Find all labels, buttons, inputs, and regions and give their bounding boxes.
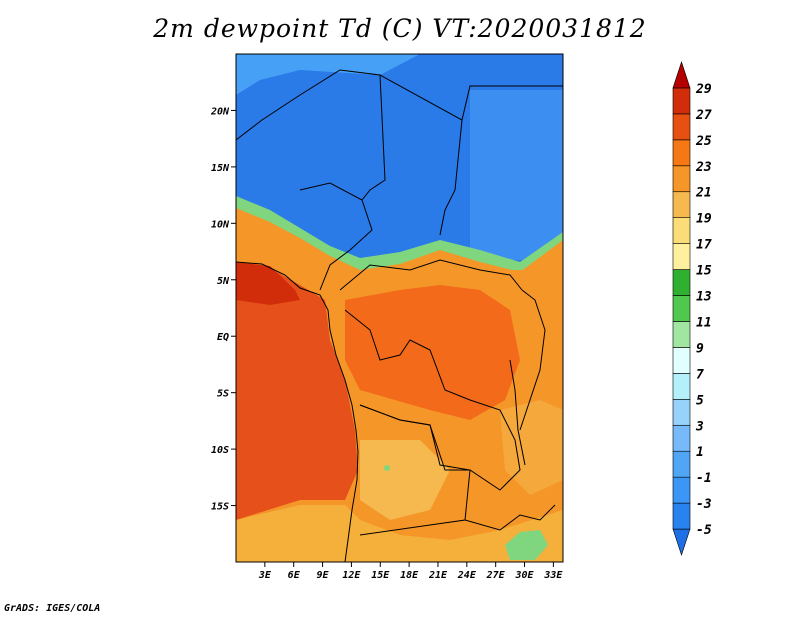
colorbar-swatch — [672, 373, 691, 400]
colorbar-label: 27 — [695, 108, 712, 123]
border-east — [519, 289, 546, 431]
y-tick-label: 20N — [210, 106, 230, 117]
border-angola — [359, 404, 471, 536]
dewpoint-field — [236, 54, 563, 562]
colorbar-label: 11 — [696, 315, 712, 330]
colorbar-label: -3 — [696, 497, 712, 512]
y-tick-label: 5N — [217, 276, 230, 287]
y-tick-label: 15N — [211, 163, 230, 174]
y-tick-label: 10S — [211, 445, 229, 456]
field-east-highlands — [500, 400, 563, 495]
field-gulf-dark — [236, 262, 300, 305]
x-tick-label: 6E — [288, 570, 301, 581]
border-sahara — [236, 69, 386, 201]
y-tick-label: 15S — [211, 502, 229, 513]
field-dry-north-light — [470, 90, 563, 260]
country-borders — [236, 69, 563, 562]
y-axis: 20N 15N 10N 5N EQ 5S 10S 15S — [210, 106, 236, 513]
colorbar-swatch — [672, 295, 691, 322]
border-nigeria — [299, 182, 373, 291]
colorbar-swatch — [672, 450, 691, 478]
colorbar-swatch — [672, 139, 691, 167]
x-tick-label: 9E — [317, 570, 330, 581]
border-lakes — [509, 359, 526, 466]
field-green-spot — [384, 465, 390, 471]
colorbar-swatch — [672, 347, 691, 374]
colorbar-swatch — [672, 165, 691, 193]
border-sudan-east — [461, 85, 563, 121]
y-tick-label: EQ — [217, 332, 229, 343]
field-congo-basin — [345, 285, 520, 420]
colorbar-swatch — [672, 399, 691, 426]
border-car — [339, 259, 523, 291]
colorbar-label: 7 — [696, 367, 704, 382]
colorbar-label: 5 — [696, 393, 704, 408]
page-title: 2m dewpoint Td (C) VT:2020031812 — [153, 14, 647, 43]
colorbar-label: 19 — [696, 212, 712, 227]
colorbar-label: -1 — [696, 471, 712, 486]
colorbar-label: 15 — [696, 264, 712, 279]
x-tick-label: 30E — [514, 570, 534, 581]
colorbar-label: 3 — [695, 419, 704, 434]
field-ocean — [236, 262, 358, 520]
colorbar-swatch — [672, 191, 691, 218]
map-frame — [235, 53, 564, 563]
x-axis: 3E 6E 9E 12E 15E 18E 21E 24E 27E 30E 33E — [258, 562, 563, 581]
colorbar-label: 25 — [695, 134, 712, 149]
x-tick-label: 3E — [258, 570, 272, 581]
x-tick-label: 12E — [342, 570, 361, 581]
x-tick-label: 24E — [457, 570, 477, 581]
colorbar-swatch — [672, 243, 691, 270]
colorbar-label: 9 — [696, 341, 704, 356]
coastline — [236, 261, 359, 562]
colorbar-label: 1 — [696, 445, 704, 460]
colorbar-swatch — [672, 217, 691, 244]
colorbar-swatch — [672, 87, 691, 115]
colorbar-swatch — [672, 321, 691, 348]
field-north-coast-light — [236, 54, 420, 95]
field-south-light — [236, 505, 563, 562]
colorbar-label: -5 — [696, 523, 712, 538]
colorbar-label: 13 — [696, 290, 712, 305]
field-angola-plateau — [360, 440, 450, 520]
colorbar-label: 21 — [695, 186, 712, 201]
colorbar-swatch — [672, 269, 691, 296]
x-tick-label: 33E — [543, 570, 563, 581]
y-tick-label: 5S — [217, 389, 229, 400]
colorbar-label: 17 — [696, 238, 712, 253]
x-tick-label: 27E — [486, 570, 506, 581]
y-tick-label: 10N — [211, 219, 230, 230]
colorbar-swatch — [672, 502, 691, 530]
field-green-band — [236, 196, 563, 272]
border-zambia — [464, 504, 556, 531]
colorbar-label: 23 — [695, 160, 712, 175]
x-tick-label: 21E — [428, 570, 448, 581]
colorbar-swatch — [672, 113, 691, 141]
field-green-patch — [505, 530, 548, 560]
border-drc — [344, 309, 521, 491]
colorbar-swatch — [672, 476, 691, 504]
colorbar-swatch — [672, 528, 691, 556]
x-tick-label: 18E — [400, 570, 419, 581]
x-tick-label: 15E — [371, 570, 390, 581]
grads-credit: GrADS: IGES/COLA — [4, 603, 101, 614]
border-chad-sudan — [379, 74, 463, 236]
colorbar-swatch — [672, 424, 691, 452]
colorbar-swatch — [672, 61, 691, 89]
colorbar-label: 29 — [695, 82, 712, 97]
